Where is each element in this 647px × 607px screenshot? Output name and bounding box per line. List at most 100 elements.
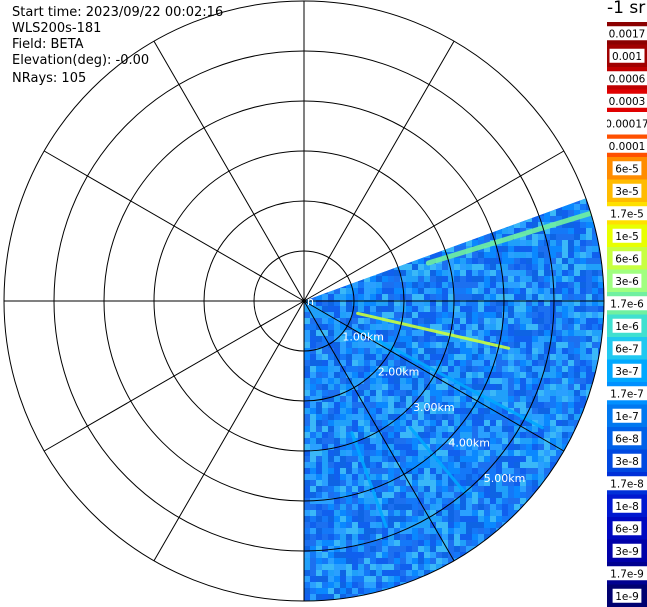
heatmap-cell bbox=[550, 450, 556, 456]
heatmap-cell bbox=[508, 192, 514, 198]
heatmap-cell bbox=[376, 366, 382, 372]
heatmap-cell bbox=[526, 156, 532, 162]
heatmap-cell bbox=[334, 174, 340, 180]
heatmap-cell bbox=[490, 24, 496, 30]
heatmap-cell bbox=[490, 360, 496, 366]
heatmap-cell bbox=[424, 354, 430, 360]
heatmap-cell bbox=[358, 18, 364, 24]
heatmap-cell bbox=[358, 366, 364, 372]
heatmap-cell bbox=[424, 504, 430, 510]
heatmap-cell bbox=[448, 378, 454, 384]
heatmap-cell bbox=[472, 138, 478, 144]
heatmap-cell bbox=[334, 162, 340, 168]
heatmap-cell bbox=[400, 264, 406, 270]
heatmap-cell bbox=[520, 324, 526, 330]
heatmap-cell bbox=[400, 150, 406, 156]
heatmap-cell bbox=[460, 192, 466, 198]
heatmap-cell bbox=[490, 120, 496, 126]
heatmap-cell bbox=[418, 180, 424, 186]
heatmap-cell bbox=[580, 60, 586, 66]
heatmap-cell bbox=[328, 534, 334, 540]
heatmap-cell bbox=[520, 498, 526, 504]
heatmap-cell bbox=[460, 474, 466, 480]
heatmap-cell bbox=[358, 204, 364, 210]
heatmap-cell bbox=[514, 522, 520, 528]
heatmap-cell bbox=[454, 324, 460, 330]
heatmap-cell bbox=[442, 438, 448, 444]
heatmap-cell bbox=[394, 546, 400, 552]
heatmap-cell bbox=[484, 450, 490, 456]
heatmap-cell bbox=[592, 252, 598, 258]
heatmap-cell bbox=[490, 282, 496, 288]
heatmap-cell bbox=[574, 72, 580, 78]
heatmap-cell bbox=[478, 504, 484, 510]
heatmap-cell bbox=[454, 72, 460, 78]
heatmap-cell bbox=[568, 432, 574, 438]
heatmap-cell bbox=[484, 336, 490, 342]
heatmap-cell bbox=[556, 330, 562, 336]
heatmap-cell bbox=[592, 48, 598, 54]
heatmap-cell bbox=[562, 66, 568, 72]
heatmap-cell bbox=[430, 444, 436, 450]
heatmap-cell bbox=[508, 210, 514, 216]
heatmap-cell bbox=[556, 492, 562, 498]
heatmap-cell bbox=[502, 216, 508, 222]
heatmap-cell bbox=[466, 372, 472, 378]
heatmap-cell bbox=[472, 312, 478, 318]
heatmap-cell bbox=[526, 372, 532, 378]
heatmap-cell bbox=[538, 156, 544, 162]
heatmap-cell bbox=[334, 486, 340, 492]
heatmap-cell bbox=[364, 132, 370, 138]
heatmap-cell bbox=[430, 456, 436, 462]
heatmap-cell bbox=[316, 366, 322, 372]
heatmap-cell bbox=[454, 198, 460, 204]
heatmap-cell bbox=[526, 462, 532, 468]
heatmap-cell bbox=[418, 60, 424, 66]
heatmap-cell bbox=[394, 492, 400, 498]
heatmap-cell bbox=[304, 510, 310, 516]
heatmap-cell bbox=[346, 150, 352, 156]
heatmap-cell bbox=[490, 402, 496, 408]
heatmap-cell bbox=[520, 510, 526, 516]
heatmap-cell bbox=[496, 306, 502, 312]
heatmap-cell bbox=[400, 252, 406, 258]
heatmap-cell bbox=[532, 480, 538, 486]
heatmap-cell bbox=[442, 336, 448, 342]
heatmap-cell bbox=[580, 168, 586, 174]
heatmap-cell bbox=[520, 192, 526, 198]
heatmap-cell bbox=[382, 24, 388, 30]
heatmap-cell bbox=[502, 204, 508, 210]
heatmap-cell bbox=[478, 342, 484, 348]
heatmap-cell bbox=[304, 420, 310, 426]
heatmap-cell bbox=[598, 546, 604, 552]
heatmap-cell bbox=[586, 546, 592, 552]
heatmap-cell bbox=[520, 60, 526, 66]
heatmap-cell bbox=[322, 528, 328, 534]
heatmap-cell bbox=[364, 360, 370, 366]
heatmap-cell bbox=[586, 558, 592, 564]
heatmap-cell bbox=[442, 120, 448, 126]
heatmap-cell bbox=[364, 366, 370, 372]
heatmap-cell bbox=[520, 294, 526, 300]
heatmap-cell bbox=[304, 390, 310, 396]
heatmap-cell bbox=[346, 462, 352, 468]
heatmap-cell bbox=[436, 456, 442, 462]
heatmap-cell bbox=[514, 18, 520, 24]
heatmap-cell bbox=[508, 150, 514, 156]
heatmap-cell bbox=[598, 114, 604, 120]
heatmap-cell bbox=[424, 378, 430, 384]
heatmap-cell bbox=[526, 108, 532, 114]
heatmap-cell bbox=[430, 18, 436, 24]
heatmap-cell bbox=[322, 96, 328, 102]
heatmap-cell bbox=[376, 120, 382, 126]
heatmap-cell bbox=[400, 462, 406, 468]
heatmap-cell bbox=[370, 348, 376, 354]
heatmap-cell bbox=[388, 90, 394, 96]
heatmap-cell bbox=[478, 534, 484, 540]
heatmap-cell bbox=[526, 564, 532, 570]
heatmap-cell bbox=[526, 276, 532, 282]
heatmap-cell bbox=[484, 42, 490, 48]
heatmap-cell bbox=[568, 6, 574, 12]
heatmap-cell bbox=[394, 324, 400, 330]
heatmap-cell bbox=[394, 162, 400, 168]
